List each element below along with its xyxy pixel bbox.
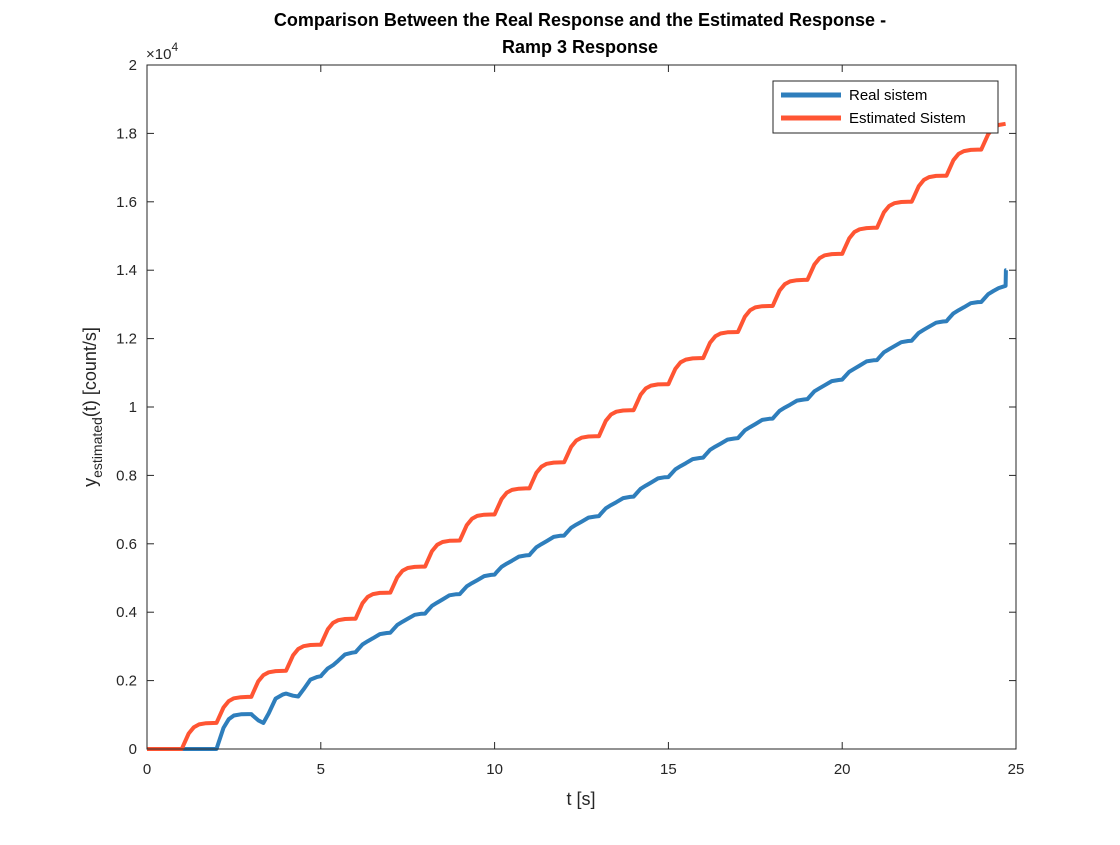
x-tick-label-3: 15: [660, 761, 677, 778]
ticks-layer: 0 5 10 15 20 25 0 0.2 0.4 0.6 0.8 1 1.2 1.4 1.6 1.8 2: [116, 57, 1024, 778]
plot-area-box: [146, 64, 1017, 750]
y-tick-label-10: 2: [129, 57, 137, 74]
y-tick-label-3: 0.6: [116, 536, 137, 553]
series-line-real: [147, 268, 1008, 751]
chart-title-line-2: Ramp 3 Response: [502, 37, 658, 57]
x-tick-label-5: 25: [1008, 761, 1025, 778]
y-tick-label-1: 0.2: [116, 673, 137, 690]
y-exponent-power: 4: [171, 40, 178, 54]
x-axis-label: t [s]: [566, 789, 595, 809]
legend: Real sistem Estimated Sistem: [772, 80, 999, 134]
legend-label-estimated: Estimated Sistem: [849, 110, 966, 127]
y-tick-label-4: 0.8: [116, 467, 137, 484]
y-exponent-label: ×104: [146, 40, 178, 63]
x-tick-label-1: 5: [317, 761, 325, 778]
y-axis-label-tail: (t) [count/s]: [80, 327, 100, 417]
y-tick-label-2: 0.4: [116, 604, 137, 621]
series-line-estimated: [147, 121, 1006, 751]
series-layer: [147, 121, 1008, 751]
x-tick-label-2: 10: [486, 761, 503, 778]
y-tick-label-8: 1.6: [116, 194, 137, 211]
y-tick-label-6: 1.2: [116, 331, 137, 348]
y-tick-label-0: 0: [129, 741, 137, 758]
y-axis-label: yestimated(t) [count/s]: [80, 327, 105, 487]
chart-title-line-1: Comparison Between the Real Response and…: [274, 10, 886, 30]
legend-label-real: Real sistem: [849, 87, 927, 104]
x-tick-label-0: 0: [143, 761, 151, 778]
y-axis-label-sub: estimated: [89, 417, 105, 478]
y-exponent-base: ×10: [146, 46, 171, 63]
legend-box: [772, 80, 999, 134]
y-tick-label-7: 1.4: [116, 262, 137, 279]
y-tick-label-9: 1.8: [116, 125, 137, 142]
y-tick-label-5: 1: [129, 399, 137, 416]
y-axis-label-main: y: [80, 478, 100, 487]
x-tick-label-4: 20: [834, 761, 851, 778]
